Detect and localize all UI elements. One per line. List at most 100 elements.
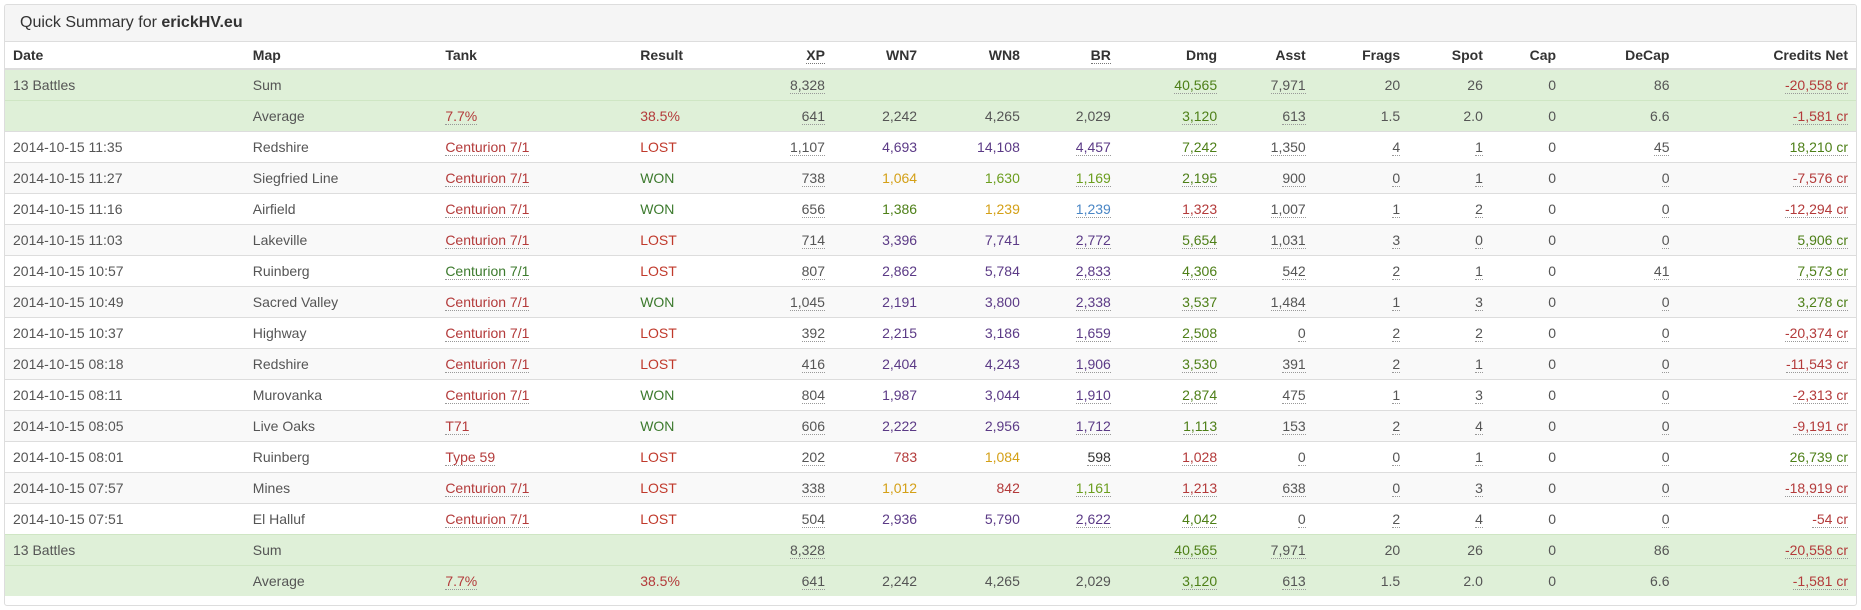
cell-asst: 7,971 (1225, 534, 1314, 566)
cell-decap-value: 0 (1661, 449, 1670, 466)
cell-wn8-value: 1,630 (984, 170, 1020, 186)
col-frags[interactable]: Frags (1313, 42, 1409, 70)
col-cap[interactable]: Cap (1490, 42, 1565, 70)
cell-decap-value: 0 (1661, 294, 1670, 311)
battle-row: 2014-10-15 11:03 Lakeville Centurion 7/1 LO… (5, 224, 1856, 256)
cell-br-value: 2,029 (1075, 108, 1111, 124)
cell-tank-value[interactable]: Type 59 (445, 449, 496, 466)
cell-spot-value: 1 (1475, 263, 1483, 280)
cell-cap-value: 0 (1548, 480, 1557, 496)
cell-asst: 1,031 (1225, 224, 1314, 256)
cell-map: Sacred Valley (244, 286, 438, 318)
cell-dmg: 1,113 (1118, 410, 1226, 442)
col-result[interactable]: Result (632, 42, 751, 70)
cell-xp: 606 (750, 410, 833, 442)
cell-br-value: 1,910 (1075, 387, 1111, 404)
cell-xp: 641 (750, 565, 833, 596)
col-dmg[interactable]: Dmg (1118, 42, 1226, 70)
cell-wn8: 3,800 (925, 286, 1028, 318)
col-credits-net[interactable]: Credits Net (1677, 42, 1856, 70)
cell-wn7-value: 2,242 (882, 108, 918, 124)
cell-asst-value: 613 (1282, 573, 1306, 590)
col-decap[interactable]: DeCap (1564, 42, 1678, 70)
cell-frags: 2 (1313, 317, 1409, 349)
cell-date: 13 Battles (5, 534, 245, 566)
col-wn8[interactable]: WN8 (925, 42, 1028, 70)
summary-sum-row: 13 Battles Sum 8,328 40,565 7,971 20 26 0 86 -20,… (5, 534, 1856, 566)
cell-br (1027, 534, 1119, 566)
col-br[interactable]: BR (1027, 42, 1119, 70)
cell-decap-value: 0 (1661, 356, 1670, 373)
cell-dmg: 4,042 (1118, 503, 1226, 535)
cell-date: 2014-10-15 11:03 (5, 224, 245, 256)
cell-credits: 5,906 cr (1677, 224, 1856, 256)
cell-tank-value[interactable]: Centurion 7/1 (445, 325, 530, 342)
cell-tank-value[interactable]: Centurion 7/1 (445, 232, 530, 249)
cell-credits: -9,191 cr (1677, 410, 1856, 442)
cell-tank-value[interactable]: Centurion 7/1 (445, 387, 530, 404)
cell-dmg-value: 3,120 (1182, 108, 1218, 125)
cell-frags: 2 (1313, 348, 1409, 380)
cell-spot: 4 (1408, 503, 1491, 535)
cell-spot: 1 (1408, 255, 1491, 287)
cell-asst: 0 (1225, 503, 1314, 535)
cell-tank-value[interactable]: Centurion 7/1 (445, 263, 530, 280)
col-wn7[interactable]: WN7 (832, 42, 926, 70)
cell-result: 38.5% (632, 565, 751, 596)
cell-cap: 0 (1490, 565, 1565, 596)
cell-frags: 1 (1313, 286, 1409, 318)
col-map[interactable]: Map (244, 42, 438, 70)
cell-map: Redshire (244, 348, 438, 380)
cell-tank-value[interactable]: T71 (445, 418, 470, 435)
cell-tank-value[interactable]: Centurion 7/1 (445, 511, 530, 528)
cell-wn8: 2,956 (925, 410, 1028, 442)
cell-tank-value[interactable]: Centurion 7/1 (445, 480, 530, 497)
cell-tank-value[interactable]: Centurion 7/1 (445, 356, 530, 373)
cell-wn8-value: 7,741 (984, 232, 1020, 248)
cell-tank-value[interactable]: 7.7% (445, 108, 478, 125)
cell-date: 2014-10-15 10:57 (5, 255, 245, 287)
cell-decap-value: 86 (1653, 77, 1670, 93)
cell-cap: 0 (1490, 348, 1565, 380)
cell-cap: 0 (1490, 379, 1565, 411)
cell-frags-value: 0 (1392, 480, 1401, 497)
col-xp[interactable]: XP (750, 42, 833, 70)
cell-frags-value: 3 (1392, 232, 1401, 249)
cell-asst-value: 475 (1282, 387, 1306, 404)
col-tank[interactable]: Tank (437, 42, 633, 70)
cell-cap: 0 (1490, 441, 1565, 473)
cell-spot: 3 (1408, 286, 1491, 318)
cell-spot: 4 (1408, 410, 1491, 442)
cell-wn8-value: 2,956 (984, 418, 1020, 434)
cell-br-value: 1,906 (1075, 356, 1111, 373)
cell-tank-value[interactable]: Centurion 7/1 (445, 294, 530, 311)
cell-wn7-value: 4,693 (882, 139, 918, 155)
cell-xp-value: 8,328 (789, 77, 825, 94)
cell-map-value: El Halluf (252, 511, 305, 527)
cell-map-value: Sum (252, 77, 282, 93)
cell-dmg-value: 7,242 (1182, 139, 1218, 156)
cell-decap-value: 45 (1653, 139, 1670, 156)
cell-tank-value[interactable]: Centurion 7/1 (445, 139, 530, 156)
cell-tank-value[interactable]: 7.7% (445, 573, 478, 590)
cell-wn7: 783 (832, 441, 926, 473)
cell-spot: 2.0 (1408, 565, 1491, 596)
col-spot[interactable]: Spot (1408, 42, 1491, 70)
cell-decap-value: 0 (1661, 232, 1670, 249)
col-date[interactable]: Date (5, 42, 245, 70)
cell-dmg-value: 40,565 (1174, 542, 1218, 559)
cell-asst: 475 (1225, 379, 1314, 411)
cell-decap-value: 0 (1661, 480, 1670, 497)
cell-br: 2,029 (1027, 100, 1119, 132)
cell-spot: 1 (1408, 348, 1491, 380)
cell-credits: -1,581 cr (1677, 100, 1856, 132)
cell-cap-value: 0 (1548, 418, 1557, 434)
battle-row: 2014-10-15 10:57 Ruinberg Centurion 7/1 LOS… (5, 255, 1856, 287)
cell-tank-value[interactable]: Centurion 7/1 (445, 170, 530, 187)
cell-tank-value[interactable]: Centurion 7/1 (445, 201, 530, 218)
cell-wn8-value: 4,265 (984, 573, 1020, 589)
cell-map: Murovanka (244, 379, 438, 411)
cell-wn8: 3,186 (925, 317, 1028, 349)
col-asst[interactable]: Asst (1225, 42, 1314, 70)
cell-credits-value: -11,543 cr (1786, 356, 1848, 373)
